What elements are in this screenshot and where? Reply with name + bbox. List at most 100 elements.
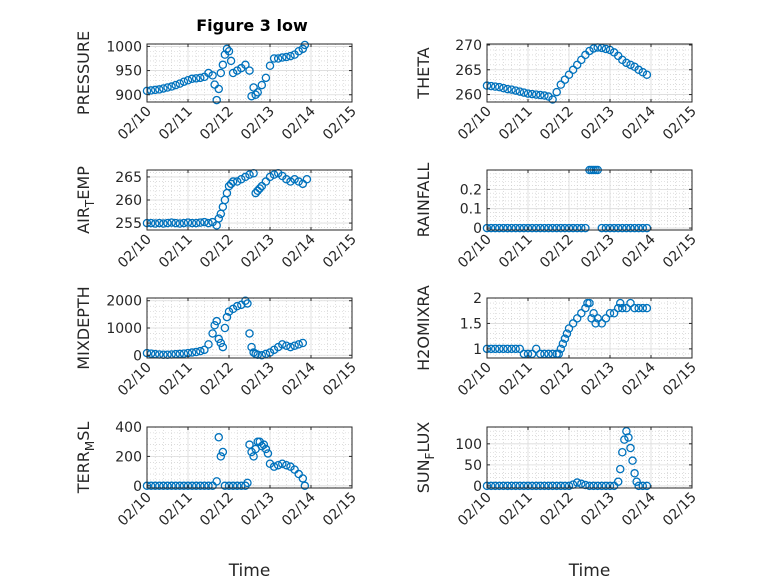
- x-tick-label: 02/14: [619, 489, 659, 529]
- data-point: [597, 223, 607, 233]
- data-point: [175, 219, 185, 228]
- data-point: [218, 342, 228, 352]
- data-point: [224, 47, 234, 56]
- data-point: [564, 223, 574, 233]
- x-tick-label: 02/13: [238, 104, 278, 144]
- x-tick-label: 02/11: [496, 232, 536, 272]
- x-axis-label: Time: [568, 561, 611, 581]
- data-point: [634, 223, 643, 233]
- x-tick-label: 02/11: [156, 360, 196, 400]
- data-point: [638, 223, 648, 233]
- data-point: [253, 88, 262, 97]
- data-point: [245, 329, 254, 338]
- data-point: [562, 329, 572, 338]
- data-point: [216, 68, 226, 78]
- x-tick-label: 02/14: [279, 231, 319, 271]
- data-point: [572, 478, 582, 487]
- plot-area: [487, 170, 692, 230]
- data-point: [218, 447, 228, 457]
- data-point: [581, 480, 590, 490]
- x-tick-label: 02/12: [537, 104, 577, 144]
- data-point: [282, 52, 291, 62]
- data-point: [249, 452, 258, 461]
- data-point: [511, 86, 520, 95]
- y-axis-label: AIRTEMP: [74, 166, 97, 234]
- data-point: [515, 87, 525, 96]
- data-point: [150, 219, 160, 228]
- data-point: [605, 309, 615, 318]
- data-point: [269, 462, 279, 471]
- data-point: [503, 84, 512, 94]
- data-point: [507, 223, 516, 233]
- data-point: [204, 218, 213, 228]
- data-point: [620, 435, 629, 444]
- data-point: [228, 177, 238, 186]
- data-point: [216, 452, 226, 461]
- data-point: [294, 340, 303, 349]
- data-point: [300, 40, 310, 50]
- x-tick-label: 02/15: [660, 360, 700, 400]
- data-point: [249, 348, 258, 357]
- data-point: [228, 68, 238, 78]
- data-point: [531, 481, 541, 491]
- axes-box: [486, 297, 693, 359]
- x-tick-label: 02/13: [578, 490, 618, 530]
- y-tick-label: 200: [115, 449, 142, 465]
- data-point: [556, 80, 566, 89]
- data-point: [214, 334, 223, 344]
- data-point: [577, 309, 586, 318]
- data-point: [626, 298, 635, 308]
- x-tick-label: 02/10: [455, 490, 495, 530]
- subplot-8: 0 50 100 02/10 02/11 02/12 02/13 02/14 02/15 SUNF…: [414, 422, 700, 581]
- data-point: [499, 344, 508, 354]
- data-point: [200, 217, 209, 227]
- data-point: [490, 82, 500, 91]
- data-point: [548, 95, 557, 104]
- data-point: [630, 469, 639, 478]
- data-point: [503, 223, 512, 233]
- y-tick-label: 950: [115, 64, 142, 80]
- data-point: [278, 53, 287, 62]
- plot-area: [487, 427, 692, 488]
- data-point: [155, 218, 164, 228]
- data-point: [536, 223, 545, 233]
- x-tick-label: 02/12: [537, 232, 577, 272]
- data-point: [282, 460, 291, 470]
- data-point: [638, 481, 648, 491]
- x-tick-label: 02/14: [279, 359, 319, 399]
- data-point: [558, 339, 568, 349]
- data-point: [179, 349, 189, 358]
- data-point: [208, 71, 217, 80]
- data-point: [630, 303, 639, 313]
- data-point: [159, 481, 168, 491]
- data-point: [232, 301, 242, 311]
- data-point: [286, 51, 295, 61]
- y-axis-label: MIXDEPTH: [74, 286, 93, 369]
- data-point: [609, 309, 619, 318]
- data-point: [630, 223, 639, 233]
- data-point: [290, 341, 299, 350]
- subplot-7: 0 200 400 02/10 02/11 02/12 02/13 02/14 02/15 TER…: [74, 420, 360, 581]
- x-tick-label: 02/11: [156, 104, 196, 144]
- data-point: [218, 60, 228, 70]
- data-point: [626, 60, 635, 70]
- data-point: [556, 344, 566, 354]
- y-tick-label: 255: [115, 216, 142, 232]
- x-tick-label: 02/12: [197, 232, 237, 272]
- data-point: [163, 218, 172, 228]
- data-point: [544, 223, 553, 233]
- data-point: [232, 177, 242, 186]
- data-point: [204, 481, 213, 491]
- data-point: [167, 82, 176, 91]
- x-tick-label: 02/15: [660, 232, 700, 272]
- data-point: [183, 218, 193, 227]
- data-point: [589, 481, 598, 491]
- data-point: [163, 83, 172, 92]
- data-point: [531, 223, 541, 233]
- x-tick-label: 02/11: [496, 490, 536, 530]
- y-tick-label: 1.5: [460, 316, 482, 332]
- data-point: [251, 90, 260, 100]
- data-point: [568, 319, 578, 328]
- y-tick-label: 2: [473, 291, 482, 307]
